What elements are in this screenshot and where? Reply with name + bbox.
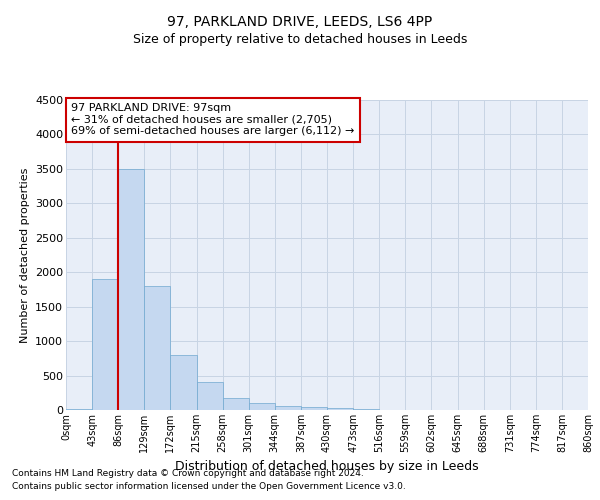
Bar [197,382,223,410]
Bar [249,403,275,410]
Bar [301,407,327,410]
Bar [353,409,379,410]
Bar [92,279,118,410]
Text: Contains HM Land Registry data © Crown copyright and database right 2024.: Contains HM Land Registry data © Crown c… [12,468,364,477]
X-axis label: Distribution of detached houses by size in Leeds: Distribution of detached houses by size … [175,460,479,473]
Bar [223,398,249,410]
Text: Size of property relative to detached houses in Leeds: Size of property relative to detached ho… [133,32,467,46]
Text: Contains public sector information licensed under the Open Government Licence v3: Contains public sector information licen… [12,482,406,491]
Text: 97 PARKLAND DRIVE: 97sqm
← 31% of detached houses are smaller (2,705)
69% of sem: 97 PARKLAND DRIVE: 97sqm ← 31% of detach… [71,103,355,136]
Text: 97, PARKLAND DRIVE, LEEDS, LS6 4PP: 97, PARKLAND DRIVE, LEEDS, LS6 4PP [167,15,433,29]
Y-axis label: Number of detached properties: Number of detached properties [20,168,29,342]
Bar [275,406,301,410]
Bar [327,408,353,410]
Bar [145,286,170,410]
Bar [118,169,145,410]
Bar [170,355,197,410]
